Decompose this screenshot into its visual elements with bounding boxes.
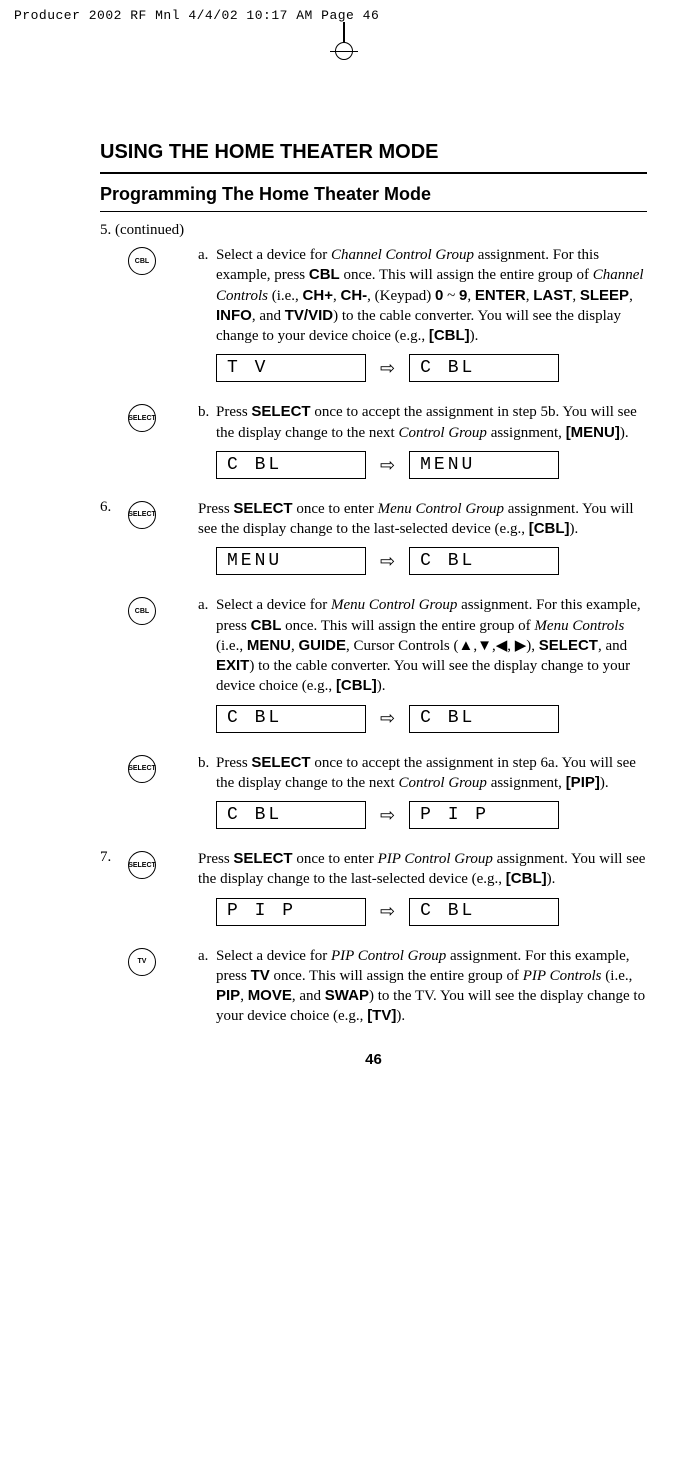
sub-letter: a. (198, 245, 216, 346)
lcd-display: C BL (216, 705, 366, 733)
continued-label: 5. (continued) (100, 222, 647, 239)
lcd-row: C BL ⇨ P I P (216, 801, 647, 829)
lcd-display: MENU (216, 547, 366, 575)
lcd-row: MENU ⇨ C BL (216, 547, 647, 575)
lcd-row: T V ⇨ C BL (216, 354, 647, 382)
step-7a: TV a. Select a device for PIP Control Gr… (100, 946, 647, 1031)
lcd-display: C BL (216, 801, 366, 829)
rule-thin (100, 211, 647, 212)
select-button-icon: SELECT (128, 755, 156, 783)
arrow-icon: ⇨ (380, 899, 395, 923)
sub-letter: b. (198, 753, 216, 794)
arrow-icon: ⇨ (380, 356, 395, 380)
page-content: USING THE HOME THEATER MODE Programming … (0, 31, 687, 1108)
lcd-display: MENU (409, 451, 559, 479)
sub-letter: a. (198, 946, 216, 1027)
step-7-text: Press SELECT once to enter PIP Control G… (198, 849, 647, 890)
lcd-display: C BL (216, 451, 366, 479)
arrow-icon: ⇨ (380, 549, 395, 573)
step-6: 6. SELECT Press SELECT once to enter Men… (100, 499, 647, 588)
sub-letter: b. (198, 402, 216, 443)
select-button-icon: SELECT (128, 404, 156, 432)
arrow-icon: ⇨ (380, 706, 395, 730)
step-number: 6. (100, 499, 128, 516)
step-5b-text: Press SELECT once to accept the assignme… (216, 402, 647, 443)
step-6a-text: Select a device for Menu Control Group a… (216, 595, 647, 696)
step-5b: SELECT b. Press SELECT once to accept th… (100, 402, 647, 491)
select-button-icon: SELECT (128, 501, 156, 529)
step-number: 7. (100, 849, 128, 866)
lcd-display: P I P (409, 801, 559, 829)
rule (100, 172, 647, 174)
subsection-title: Programming The Home Theater Mode (100, 184, 647, 207)
arrow-icon: ⇨ (380, 453, 395, 477)
lcd-display: T V (216, 354, 366, 382)
lcd-row: C BL ⇨ C BL (216, 705, 647, 733)
lcd-display: P I P (216, 898, 366, 926)
step-6b: SELECT b. Press SELECT once to accept th… (100, 753, 647, 842)
page-number: 46 (100, 1051, 647, 1068)
cbl-button-icon: CBL (128, 597, 156, 625)
step-6b-text: Press SELECT once to accept the assignme… (216, 753, 647, 794)
lcd-display: C BL (409, 354, 559, 382)
step-6-text: Press SELECT once to enter Menu Control … (198, 499, 647, 540)
tv-button-icon: TV (128, 948, 156, 976)
lcd-display: C BL (409, 898, 559, 926)
step-6a: CBL a. Select a device for Menu Control … (100, 595, 647, 744)
sub-letter: a. (198, 595, 216, 696)
section-title: USING THE HOME THEATER MODE (100, 141, 647, 166)
select-button-icon: SELECT (128, 851, 156, 879)
step-7a-text: Select a device for PIP Control Group as… (216, 946, 647, 1027)
lcd-display: C BL (409, 547, 559, 575)
lcd-row: P I P ⇨ C BL (216, 898, 647, 926)
lcd-row: C BL ⇨ MENU (216, 451, 647, 479)
step-7: 7. SELECT Press SELECT once to enter PIP… (100, 849, 647, 938)
step-5a-text: Select a device for Channel Control Grou… (216, 245, 647, 346)
cbl-button-icon: CBL (128, 247, 156, 275)
arrow-icon: ⇨ (380, 803, 395, 827)
lcd-display: C BL (409, 705, 559, 733)
step-5a: CBL a. Select a device for Channel Contr… (100, 245, 647, 394)
